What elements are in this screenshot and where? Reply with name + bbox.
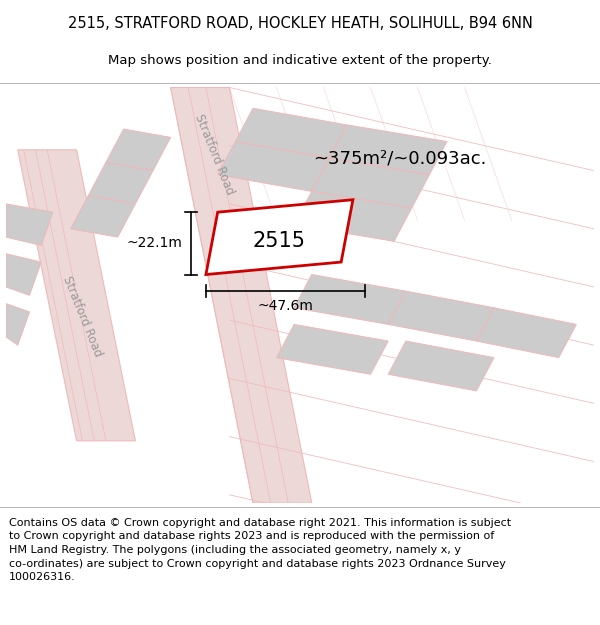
Polygon shape	[88, 162, 153, 204]
Polygon shape	[71, 196, 136, 237]
Polygon shape	[388, 291, 494, 341]
Text: Stratford Road: Stratford Road	[193, 112, 237, 196]
Polygon shape	[388, 341, 494, 391]
Text: ~22.1m: ~22.1m	[127, 236, 182, 251]
Text: Map shows position and indicative extent of the property.: Map shows position and indicative extent…	[108, 54, 492, 68]
Text: 2515, STRATFORD ROAD, HOCKLEY HEATH, SOLIHULL, B94 6NN: 2515, STRATFORD ROAD, HOCKLEY HEATH, SOL…	[68, 16, 532, 31]
Polygon shape	[6, 254, 41, 295]
Text: Contains OS data © Crown copyright and database right 2021. This information is : Contains OS data © Crown copyright and d…	[9, 518, 511, 582]
Polygon shape	[235, 108, 347, 158]
Polygon shape	[6, 204, 53, 246]
Polygon shape	[277, 324, 388, 374]
Text: ~375m²/~0.093ac.: ~375m²/~0.093ac.	[313, 149, 487, 167]
Polygon shape	[18, 150, 136, 441]
Polygon shape	[170, 88, 312, 503]
Polygon shape	[476, 308, 577, 358]
Polygon shape	[329, 125, 447, 175]
Polygon shape	[294, 274, 406, 324]
Polygon shape	[312, 158, 430, 208]
Polygon shape	[218, 141, 329, 191]
Polygon shape	[106, 129, 170, 171]
Polygon shape	[6, 304, 29, 345]
Text: Stratford Road: Stratford Road	[61, 274, 104, 358]
Text: ~47.6m: ~47.6m	[257, 299, 313, 314]
Polygon shape	[206, 200, 353, 274]
Text: 2515: 2515	[253, 231, 306, 251]
Polygon shape	[294, 191, 412, 241]
